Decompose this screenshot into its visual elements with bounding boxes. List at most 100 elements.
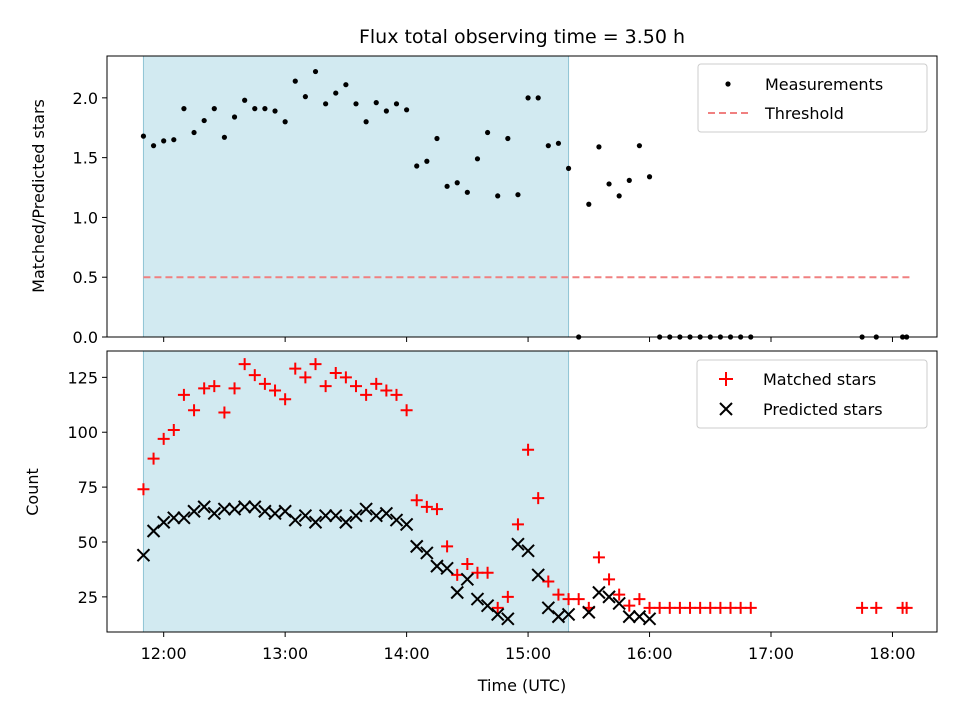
matched-point [461, 557, 474, 570]
y-tick-label: 0.5 [73, 268, 98, 287]
matched-point [501, 590, 514, 603]
predicted-points [136, 500, 657, 626]
predicted-point [227, 502, 242, 516]
legend-matched-marker [719, 372, 733, 386]
bottom-y-ticks: 25 50 75 100 125 [67, 368, 107, 607]
predicted-point [410, 539, 424, 554]
y-tick-label: 0.0 [73, 328, 98, 347]
x-tick-label: 17:00 [748, 644, 794, 663]
predicted-point [430, 559, 444, 573]
predicted-point [389, 513, 404, 527]
y-tick-label: 1.5 [73, 149, 98, 168]
x-tick-label: 12:00 [141, 644, 187, 663]
matched-point [299, 371, 312, 384]
matched-point [218, 406, 231, 419]
predicted-point [308, 515, 323, 529]
matched-point [309, 358, 322, 371]
matched-point [900, 601, 913, 614]
matched-point [704, 601, 717, 614]
matched-point [410, 494, 423, 507]
matched-point [258, 377, 271, 390]
predicted-point [632, 609, 647, 624]
matched-point [177, 388, 190, 401]
predicted-point [399, 517, 414, 532]
x-tick-label: 16:00 [626, 644, 672, 663]
top-axes-frame [106, 55, 938, 338]
predicted-point [420, 546, 434, 560]
top-x-ticks [163, 337, 893, 342]
measurement-point [404, 107, 410, 113]
measurement-point [171, 137, 177, 143]
top-y-ticks: 0.0 0.5 1.0 1.5 2.0 [73, 89, 107, 347]
bottom-legend-box [696, 359, 928, 429]
predicted-point [561, 607, 576, 622]
predicted-point [622, 609, 637, 624]
matched-point [441, 540, 454, 553]
matched-point [744, 601, 757, 614]
matched-point [592, 551, 605, 564]
predicted-point [501, 612, 515, 626]
legend-measurements-label: Measurements [765, 75, 883, 94]
y-tick-label: 100 [67, 423, 98, 442]
measurement-point [343, 82, 349, 88]
matched-point [532, 492, 545, 505]
measurement-point [353, 101, 359, 107]
measurement-point [140, 133, 147, 139]
matched-point [147, 452, 160, 465]
predicted-point [369, 508, 383, 523]
predicted-point [318, 508, 333, 523]
matched-point [552, 588, 565, 601]
predicted-point [470, 592, 485, 606]
measurement-point [474, 156, 481, 162]
measurement-point [454, 180, 460, 186]
matched-point [238, 358, 251, 371]
matched-point [157, 432, 170, 445]
predicted-point [359, 502, 373, 516]
matched-point [248, 369, 261, 382]
x-tick-label: 18:00 [869, 644, 915, 663]
predicted-point [339, 515, 353, 529]
predicted-point [642, 612, 657, 626]
measurement-point [424, 158, 430, 164]
predicted-point [248, 500, 262, 514]
measurement-point [252, 106, 258, 112]
bottom-legend: Matched stars Predicted stars [696, 359, 928, 429]
measurement-point [181, 106, 187, 112]
measurement-point [555, 140, 562, 146]
predicted-point [156, 515, 171, 529]
measurement-point [495, 193, 501, 199]
top-legend: Measurements Threshold [697, 63, 928, 133]
matched-point [279, 393, 292, 406]
predicted-point [379, 506, 394, 521]
predicted-point [531, 568, 545, 582]
matched-point [511, 518, 524, 531]
measurement-point [221, 134, 228, 140]
matched-point [633, 593, 646, 606]
measurement-point [565, 165, 572, 171]
legend-measurement-marker [725, 81, 731, 87]
matched-point [430, 503, 443, 516]
y-tick-label: 75 [78, 478, 98, 497]
measurement-point [515, 192, 521, 198]
matched-point [137, 483, 150, 496]
predicted-point [268, 506, 282, 521]
x-axis-label: Time (UTC) [477, 676, 566, 695]
measurement-point [414, 163, 420, 169]
matched-point [653, 601, 666, 614]
predicted-point [258, 504, 272, 518]
matched-point [319, 380, 332, 393]
measurement-point [434, 135, 440, 142]
x-tick-label: 15:00 [505, 644, 551, 663]
measurement-point [373, 100, 379, 106]
matched-point [390, 388, 403, 401]
bottom-shaded-interval [142, 350, 570, 633]
measurement-point [535, 95, 541, 101]
measurement-point [545, 143, 551, 149]
measurement-point [464, 189, 470, 195]
measurement-point [323, 101, 329, 107]
top-y-axis-label: Matched/Predicted stars [29, 99, 48, 293]
legend-threshold-label: Threshold [764, 104, 844, 123]
x-tick-label: 14:00 [384, 644, 430, 663]
predicted-point [551, 609, 566, 624]
y-tick-label: 125 [67, 368, 98, 387]
